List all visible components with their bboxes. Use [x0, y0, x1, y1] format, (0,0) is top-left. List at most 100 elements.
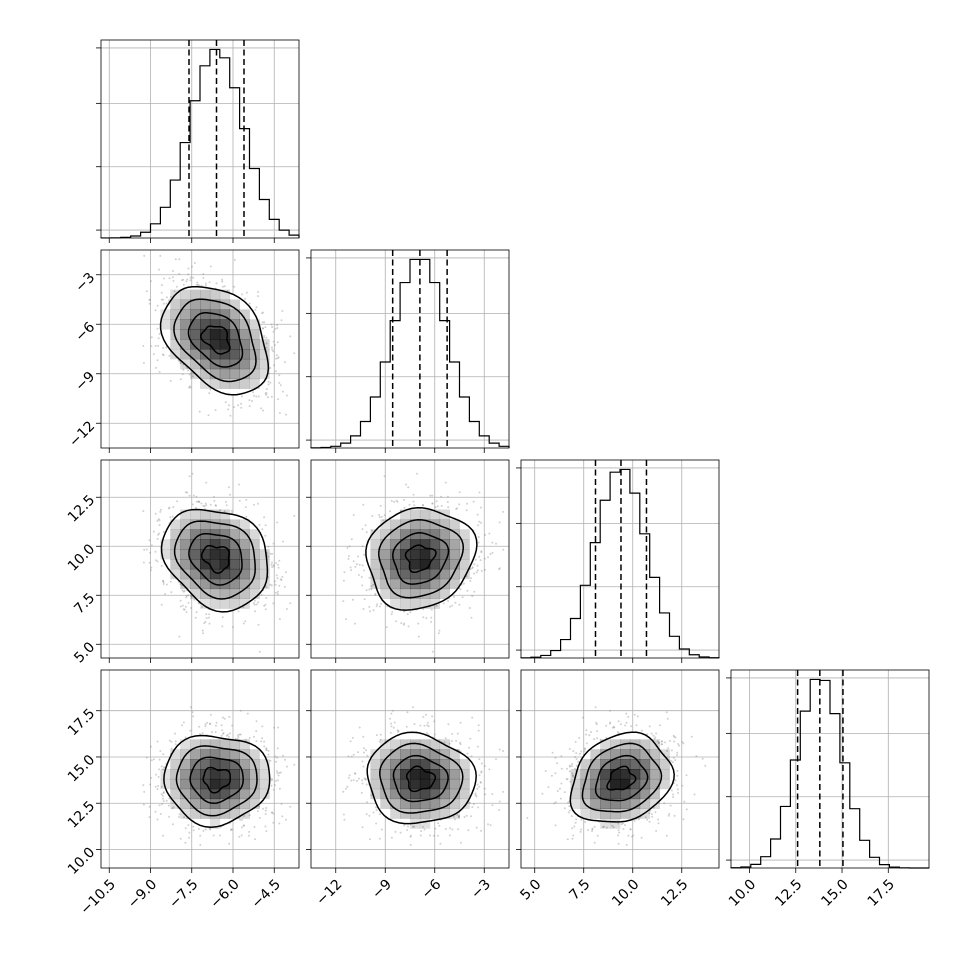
density-cell — [160, 539, 171, 550]
sample-point — [158, 524, 161, 527]
histogram-panel-1 — [96, 39, 300, 243]
sample-point — [187, 273, 190, 276]
sample-point — [272, 340, 275, 343]
sample-point — [194, 506, 197, 509]
sample-point — [189, 386, 192, 389]
density-cell — [380, 539, 391, 550]
sample-point — [469, 579, 472, 582]
contour-line — [173, 520, 256, 600]
density-cell — [400, 519, 411, 530]
sample-point — [169, 516, 172, 519]
density-cell — [410, 529, 421, 540]
density-cell — [219, 349, 231, 360]
sample-point — [207, 414, 210, 417]
sample-point — [260, 407, 263, 410]
sample-point — [142, 362, 145, 364]
sample-point — [272, 542, 275, 545]
sample-point — [263, 516, 266, 519]
sample-point — [244, 620, 247, 623]
sample-point — [454, 601, 457, 604]
sample-point — [159, 254, 162, 257]
density-cell — [419, 509, 431, 520]
density-cell — [200, 299, 211, 310]
sample-point — [255, 720, 258, 723]
density-cell — [160, 309, 171, 320]
density-cell — [200, 559, 211, 570]
sample-point — [430, 608, 433, 611]
density-cell — [229, 598, 240, 609]
sample-point — [181, 373, 184, 376]
sample-point — [178, 635, 181, 638]
sample-point — [380, 602, 383, 605]
sample-point — [347, 555, 350, 558]
sample-point — [361, 528, 364, 531]
density-cell — [200, 578, 211, 590]
density-cell — [219, 339, 231, 350]
sample-point — [369, 610, 371, 613]
sample-point — [179, 362, 182, 365]
sample-point — [158, 758, 161, 761]
sample-point — [368, 588, 371, 591]
density-cell — [239, 568, 250, 580]
density-cell — [380, 588, 391, 599]
contour-line — [200, 544, 230, 574]
sample-point — [251, 400, 253, 402]
sample-point — [365, 589, 368, 592]
sample-point — [178, 272, 181, 275]
sample-point — [248, 302, 251, 305]
sample-point — [255, 306, 258, 309]
histogram-step-line — [520, 468, 720, 659]
sample-point — [148, 539, 151, 542]
density-cell — [400, 578, 411, 590]
sample-point — [430, 616, 433, 619]
sample-point — [202, 632, 205, 635]
sample-point — [283, 585, 286, 588]
sample-point — [169, 380, 172, 382]
density-cell — [429, 549, 441, 560]
density-cell — [239, 358, 250, 370]
sample-point — [159, 510, 162, 513]
sample-point — [403, 622, 406, 625]
density-cell — [259, 368, 270, 380]
sample-point — [257, 623, 260, 626]
sample-point — [158, 268, 160, 271]
sample-point — [254, 308, 257, 311]
sample-point — [191, 503, 194, 506]
density-cell — [449, 549, 460, 560]
sample-point — [215, 504, 217, 507]
histogram-step-line — [310, 258, 510, 449]
density-cell — [239, 339, 250, 350]
sample-point — [479, 506, 482, 509]
sample-point — [471, 595, 474, 598]
panel-frame — [100, 459, 300, 659]
sample-point — [191, 375, 194, 378]
sample-point — [257, 502, 259, 505]
sample-point — [274, 591, 277, 594]
sample-point — [225, 734, 228, 737]
sample-point — [403, 506, 406, 509]
sample-point — [473, 572, 476, 575]
sample-point — [230, 828, 232, 831]
sample-point — [267, 555, 270, 558]
density-cell — [209, 539, 221, 550]
sample-point — [176, 500, 179, 503]
density-cell — [419, 588, 431, 599]
sample-point — [469, 568, 472, 570]
sample-point — [255, 603, 258, 606]
sample-point — [162, 347, 165, 349]
sample-point — [189, 385, 192, 388]
density-cell — [449, 568, 460, 580]
density-cell — [180, 559, 191, 570]
sample-point — [197, 602, 200, 605]
sample-point — [158, 768, 160, 771]
sample-point — [174, 258, 177, 261]
sample-point — [383, 475, 386, 478]
sample-point — [502, 510, 505, 513]
sample-point — [265, 393, 268, 396]
sample-point — [517, 533, 519, 535]
density-cell — [190, 559, 201, 570]
density-cell — [209, 329, 221, 340]
density-cell — [249, 319, 260, 330]
sample-point — [248, 399, 251, 402]
sample-point — [162, 583, 165, 585]
